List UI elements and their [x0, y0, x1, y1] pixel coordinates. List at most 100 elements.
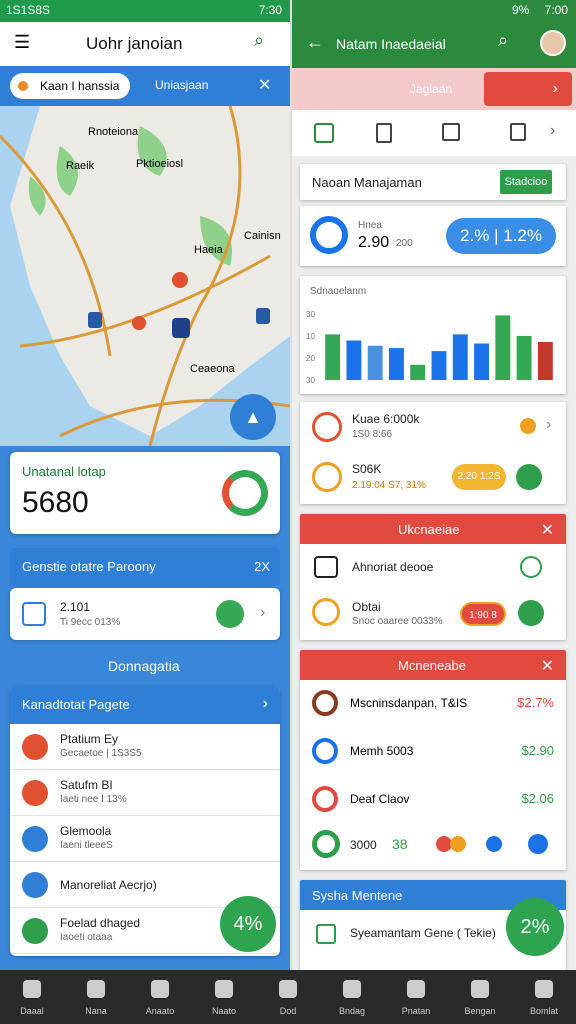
bottom-nav: Daaal Nana Anaato Naato Dod Bndag Pnatan Bengan… [0, 970, 576, 1024]
stats-label: Hnea [358, 220, 382, 231]
nav-icon[interactable] [279, 980, 297, 998]
nav-label: Bengan [464, 1006, 496, 1016]
nav-label: Pnatan [401, 1006, 431, 1016]
close[interactable]: ✕ [258, 77, 272, 94]
icon[interactable] [376, 123, 392, 143]
nav-icon[interactable] [535, 980, 553, 998]
alert-card: Ukcnaeiae ✕ Ahnoriat deooe Obtai Snoc oa… [300, 514, 566, 640]
app-bar: ← Natam Inaedaeial ⌕ [292, 22, 576, 68]
item-subtitle: Ti 9ecc 013% [60, 617, 121, 628]
list-icon [22, 780, 48, 806]
row-title: S06K [352, 462, 382, 476]
status-time: 7:00 [544, 3, 568, 17]
map-pin [256, 308, 270, 324]
finance-list: Mscninsdanpan, T&IS $2.7% Memh 5003 $2.90 De… [300, 680, 566, 830]
list-item-title: Satufm BI [60, 778, 113, 792]
row-subtitle: 1S0 8:66 [352, 429, 393, 440]
bar-chart: 30 10 20 30 [306, 310, 553, 385]
alert-pill: 1:90 8 [460, 602, 506, 626]
tab-label[interactable]: Uniasjaan [155, 78, 209, 92]
icon[interactable] [510, 123, 526, 141]
footer-icon [312, 830, 340, 858]
row-pill: 2:20 1:2S [452, 464, 506, 490]
bar [537, 342, 553, 380]
y-tick-label: 10 [306, 332, 315, 341]
bar [346, 340, 362, 380]
fin-title: Memh 5003 [350, 744, 414, 758]
card-button[interactable]: Stadcioo [500, 170, 552, 194]
nav-icon[interactable] [151, 980, 169, 998]
footer-icon [436, 836, 452, 852]
fab[interactable]: 2% [506, 898, 564, 956]
title-card: Naoan Manajaman Stadcioo [300, 164, 566, 200]
nav-label: Naato [211, 1006, 237, 1016]
icon[interactable] [314, 123, 334, 143]
nav-icon[interactable] [471, 980, 489, 998]
nav-label: Bndag [338, 1006, 366, 1016]
chevron: › [552, 80, 558, 97]
bar [474, 343, 489, 380]
left-panel: 1S1S8S 7:30 ☰ Uohr janoian ⌕ Kaan I hans… [0, 0, 290, 970]
nav-icon[interactable] [87, 980, 105, 998]
icon[interactable] [442, 123, 460, 141]
location-button[interactable]: ▲ [230, 394, 276, 440]
app-bar: ☰ Uohr janoian ⌕ [0, 22, 290, 66]
footer-icon [486, 836, 502, 852]
chevron: › [262, 695, 268, 712]
alert-subtitle: Snoc oaaree 0033% [352, 616, 443, 627]
app-title: Uohr janoian [86, 34, 183, 53]
item-card[interactable]: 2.101 Ti 9ecc 013% › [10, 588, 280, 640]
close[interactable]: ✕ [540, 658, 554, 675]
card-title: Naoan Manajaman [312, 175, 422, 190]
nav-icon[interactable] [407, 980, 425, 998]
map-pin [88, 312, 102, 328]
bar [431, 351, 447, 380]
nav-label: Anaato [145, 1006, 175, 1016]
fin-icon [312, 690, 338, 716]
location-pill[interactable]: Kaan I hanssia [10, 73, 130, 99]
list-icon [22, 918, 48, 944]
list-icon [22, 872, 48, 898]
right-panel: 9% 7:00 ← Natam Inaedaeial ⌕ Jaglaan › ›… [292, 0, 576, 970]
map-pin [132, 316, 146, 330]
nav-icon[interactable] [343, 980, 361, 998]
summary-card: Unatanal lotap 5680 [10, 452, 280, 534]
close[interactable]: ✕ [540, 522, 554, 539]
chevron: › [260, 604, 266, 621]
list-item-subtitle: Iaeti nee I 13% [60, 794, 127, 805]
row-badge [518, 600, 544, 626]
nav-icon[interactable] [23, 980, 41, 998]
nav-icon[interactable] [215, 980, 233, 998]
search-icon[interactable]: ⌕ [254, 30, 265, 50]
fin-amount: $2.7% [517, 695, 554, 710]
list-icon [22, 826, 48, 852]
avatar[interactable] [540, 30, 566, 56]
footer-icon [450, 836, 466, 852]
divider [10, 769, 280, 770]
location-text: Kaan I hanssia [40, 79, 120, 93]
list-item-title: Manoreliat Aecrjo) [60, 878, 157, 892]
search-icon[interactable]: ⌕ [498, 30, 509, 50]
row-subtitle: 2.19:04 S7, 31% [352, 480, 426, 491]
row-icon [314, 556, 338, 578]
app-title: Natam Inaedaeial [336, 36, 446, 52]
list-title: Kanadtotat Pagete [22, 697, 130, 712]
fab[interactable]: 4% [220, 896, 276, 952]
stats-card: Hnea 2.90 200 2.% | 1.2% [300, 206, 566, 266]
tab-active[interactable]: › [484, 72, 572, 106]
stats-sub: 200 [396, 238, 413, 249]
nav-label: Daaal [20, 1006, 44, 1016]
nav-label: Bomlat [529, 1006, 558, 1016]
row-icon [312, 598, 340, 626]
bar [410, 364, 426, 380]
item-icon [22, 602, 46, 626]
status-bar: 1S1S8S 7:30 [0, 0, 290, 22]
menu-icon[interactable]: ☰ [14, 32, 31, 52]
system-item: Syeamantam Gene ( Tekie) [350, 926, 496, 940]
summary-title: Unatanal lotap [22, 464, 106, 479]
list-item-title: Foelad dhaged [60, 916, 141, 930]
status-time: 7:30 [258, 3, 282, 17]
back[interactable]: ← [306, 32, 324, 52]
footer-icon [528, 834, 548, 854]
tab[interactable]: Jaglaan [410, 82, 453, 96]
